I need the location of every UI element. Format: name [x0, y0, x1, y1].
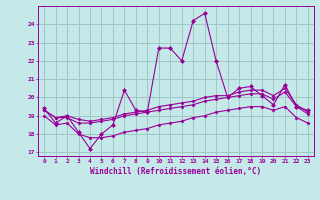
X-axis label: Windchill (Refroidissement éolien,°C): Windchill (Refroidissement éolien,°C) [91, 167, 261, 176]
